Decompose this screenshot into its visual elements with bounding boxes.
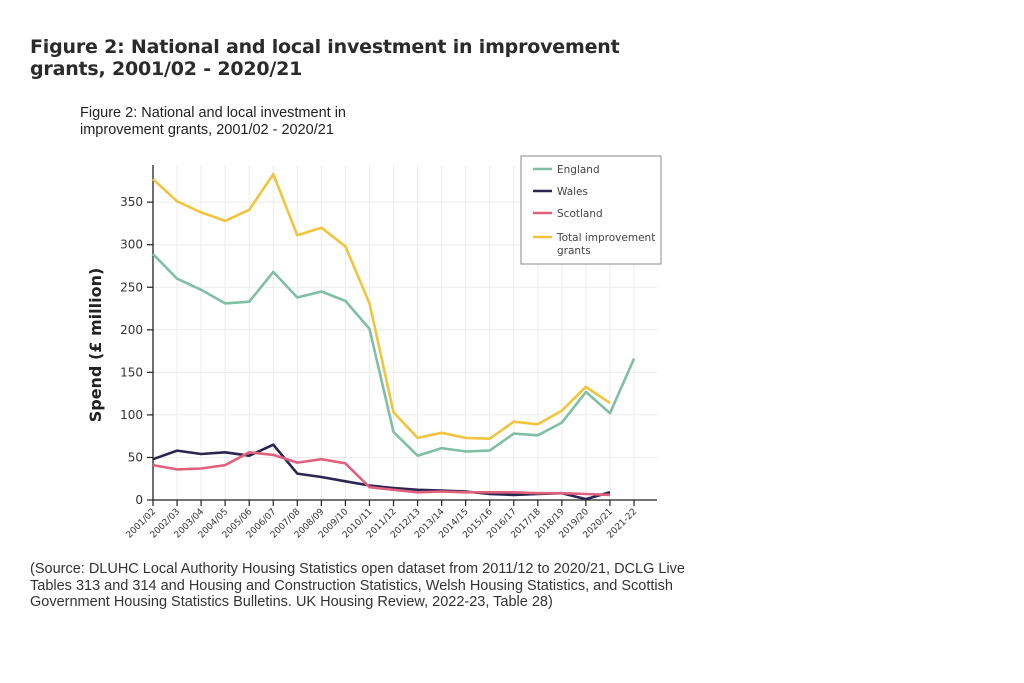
- legend: England Wales Scotland Total improvement gra…: [520, 155, 662, 265]
- page-title: Figure 2: National and local investment …: [30, 36, 620, 80]
- series-lines: [152, 172, 636, 501]
- legend-box: [520, 155, 662, 265]
- y-tick-label: 200: [120, 323, 143, 337]
- legend-item: Total improvement grants: [533, 232, 655, 257]
- legend-label: Wales: [557, 186, 588, 198]
- source-note: (Source: DLUHC Local Authority Housing S…: [30, 561, 685, 610]
- legend-item: Wales: [533, 186, 588, 198]
- y-tick-label: 150: [120, 365, 143, 379]
- y-tick-label: 300: [120, 238, 143, 252]
- y-tick-label: 250: [120, 280, 143, 294]
- chart-title: Figure 2: National and local investment …: [80, 105, 346, 138]
- y-tick-label: 350: [120, 195, 143, 209]
- axes: [152, 165, 657, 501]
- series-line-total-improvement-grants: [152, 172, 611, 441]
- legend-label: Total improvement grants: [556, 232, 655, 257]
- legend-item: England: [533, 164, 600, 176]
- y-tick-label: 100: [120, 408, 143, 422]
- y-tick-label: 50: [128, 450, 143, 464]
- legend-label: Scotland: [557, 208, 603, 220]
- y-axis-label: Spend (£ million): [86, 268, 105, 423]
- series-line-wales: [152, 443, 611, 501]
- y-axis-ticks: 0 50 100 150 200 250 300 350: [120, 195, 153, 507]
- series-line-england: [152, 253, 636, 458]
- legend-item: Scotland: [533, 208, 603, 220]
- y-tick-label: 0: [135, 493, 143, 507]
- series-line-scotland: [152, 450, 611, 497]
- x-axis-ticks: 2001/022002/032003/042004/052005/062006/…: [125, 500, 639, 541]
- legend-label: England: [557, 164, 600, 176]
